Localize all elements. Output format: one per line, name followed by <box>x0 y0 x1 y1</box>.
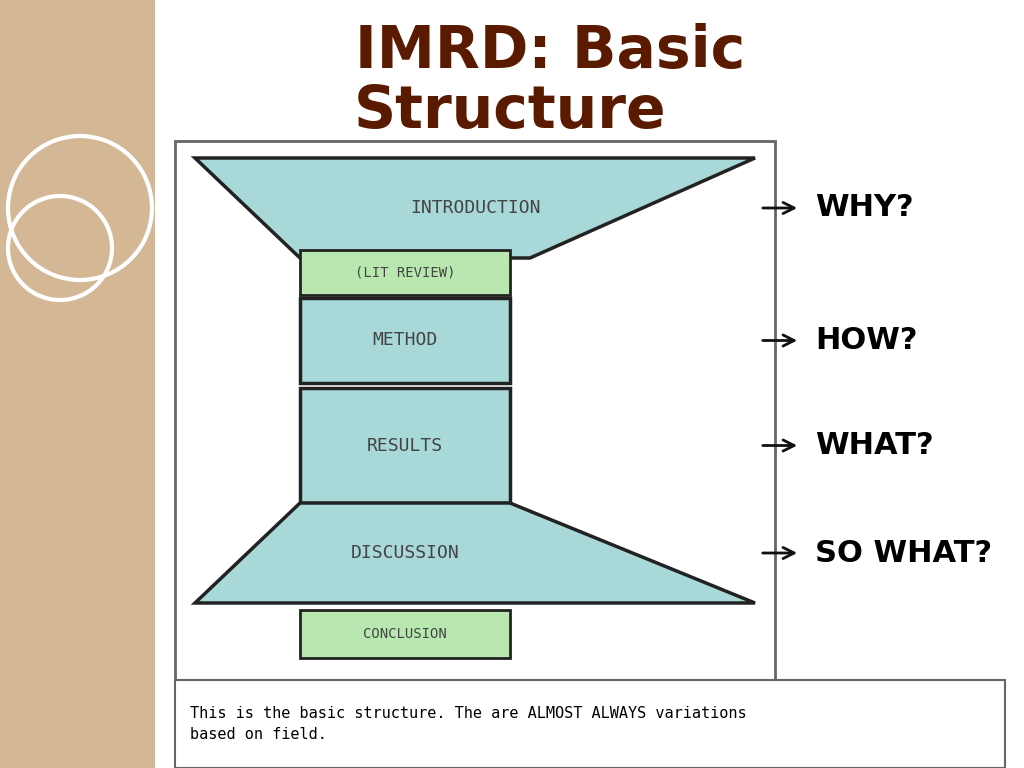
Text: CONCLUSION: CONCLUSION <box>364 627 446 641</box>
Bar <box>300 250 510 295</box>
Text: RESULTS: RESULTS <box>367 436 443 455</box>
Bar <box>300 610 510 658</box>
Bar <box>300 298 510 383</box>
Text: IMRD: Basic: IMRD: Basic <box>355 23 745 80</box>
Text: DISCUSSION: DISCUSSION <box>350 544 460 562</box>
Text: WHY?: WHY? <box>815 194 913 223</box>
Bar <box>175 680 1005 768</box>
Bar <box>155 0 1024 768</box>
Polygon shape <box>195 158 755 258</box>
Text: INTRODUCTION: INTRODUCTION <box>410 199 541 217</box>
Text: (LIT REVIEW): (LIT REVIEW) <box>354 266 456 280</box>
Polygon shape <box>195 503 755 603</box>
Text: SO WHAT?: SO WHAT? <box>815 538 992 568</box>
Bar <box>175 141 775 716</box>
Text: This is the basic structure. The are ALMOST ALWAYS variations
based on field.: This is the basic structure. The are ALM… <box>190 706 746 742</box>
Text: HOW?: HOW? <box>815 326 918 355</box>
Text: METHOD: METHOD <box>373 332 437 349</box>
Text: Structure: Structure <box>353 83 667 140</box>
Text: WHAT?: WHAT? <box>815 431 934 460</box>
Bar <box>300 388 510 503</box>
